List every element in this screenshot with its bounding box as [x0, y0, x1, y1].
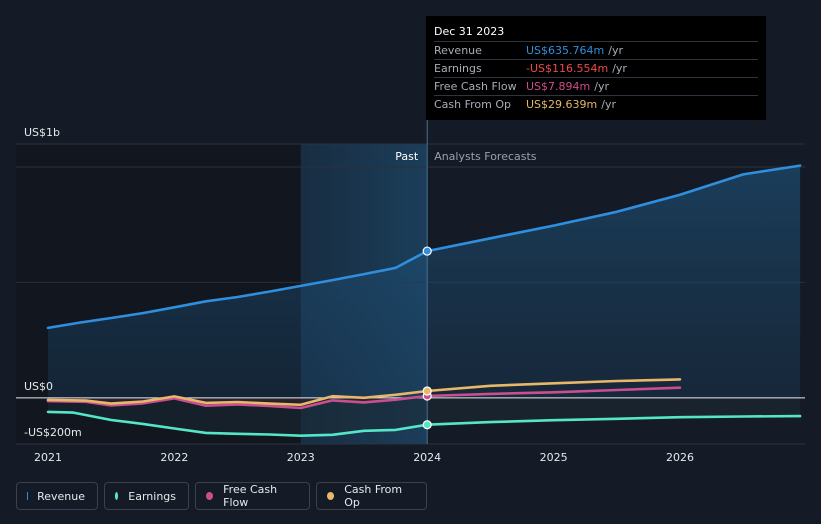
legend-label: Cash From Op: [344, 483, 403, 509]
tooltip-unit: /yr: [612, 62, 627, 75]
tooltip-value: -US$116.554m: [526, 62, 609, 75]
legend-label: Free Cash Flow: [223, 483, 278, 509]
tooltip-label: Cash From Op: [434, 98, 512, 111]
legend-dot-icon: [327, 492, 335, 500]
y-axis-label: US$0: [24, 380, 53, 393]
tooltip-label: Earnings: [434, 62, 482, 75]
region-label-past: Past: [395, 150, 419, 163]
series-line-revenue: [46, 164, 802, 330]
tooltip-row-revenue: Revenue US$635.764m /yr: [434, 42, 758, 60]
x-axis-tick-label: 2022: [160, 451, 188, 464]
tooltip: Dec 31 2023 Revenue US$635.764m /yr Earn…: [426, 16, 766, 120]
legend-item-earnings[interactable]: Earnings: [104, 482, 189, 510]
legend-label: Revenue: [37, 489, 85, 503]
series-line-earnings: [46, 410, 802, 437]
tooltip-label: Free Cash Flow: [434, 80, 517, 93]
marker-point-earnings: [422, 420, 432, 430]
legend-dot-icon: [115, 492, 119, 500]
tooltip-unit: /yr: [601, 98, 616, 111]
tooltip-value: US$29.639m: [526, 98, 598, 111]
x-axis-tick-label: 2025: [540, 451, 568, 464]
tooltip-row-earnings: Earnings -US$116.554m /yr: [434, 60, 758, 78]
marker-point-cfo: [422, 386, 432, 396]
tooltip-row-fcf: Free Cash Flow US$7.894m /yr: [434, 78, 758, 96]
marker-point-revenue: [422, 246, 432, 256]
tooltip-row-cfo: Cash From Op US$29.639m /yr: [434, 96, 758, 113]
tooltip-value: US$7.894m: [526, 80, 591, 93]
tooltip-unit: /yr: [594, 80, 609, 93]
legend-item-cash-from-op[interactable]: Cash From Op: [316, 482, 427, 510]
x-axis-tick-label: 2026: [666, 451, 694, 464]
revenue-area: [48, 165, 801, 398]
tooltip-label: Revenue: [434, 44, 482, 57]
legend-label: Earnings: [128, 489, 176, 503]
x-axis-tick-label: 2021: [34, 451, 62, 464]
legend: Revenue Earnings Free Cash Flow Cash Fro…: [16, 482, 427, 510]
tooltip-unit: /yr: [608, 44, 623, 57]
legend-dot-icon: [206, 492, 214, 500]
y-axis-label: -US$200m: [24, 426, 82, 439]
region-label-forecast: Analysts Forecasts: [434, 150, 537, 163]
tooltip-value: US$635.764m: [526, 44, 605, 57]
legend-item-free-cash-flow[interactable]: Free Cash Flow: [195, 482, 310, 510]
x-axis-tick-label: 2024: [413, 451, 441, 464]
legend-item-revenue[interactable]: Revenue: [16, 482, 98, 510]
series-line-cfo: [46, 378, 682, 407]
x-axis-tick-label: 2023: [287, 451, 315, 464]
series-line-fcf: [46, 386, 682, 410]
y-axis-label: US$1b: [24, 126, 60, 139]
earnings-area: [48, 397, 801, 436]
tooltip-date: Dec 31 2023: [434, 24, 758, 42]
